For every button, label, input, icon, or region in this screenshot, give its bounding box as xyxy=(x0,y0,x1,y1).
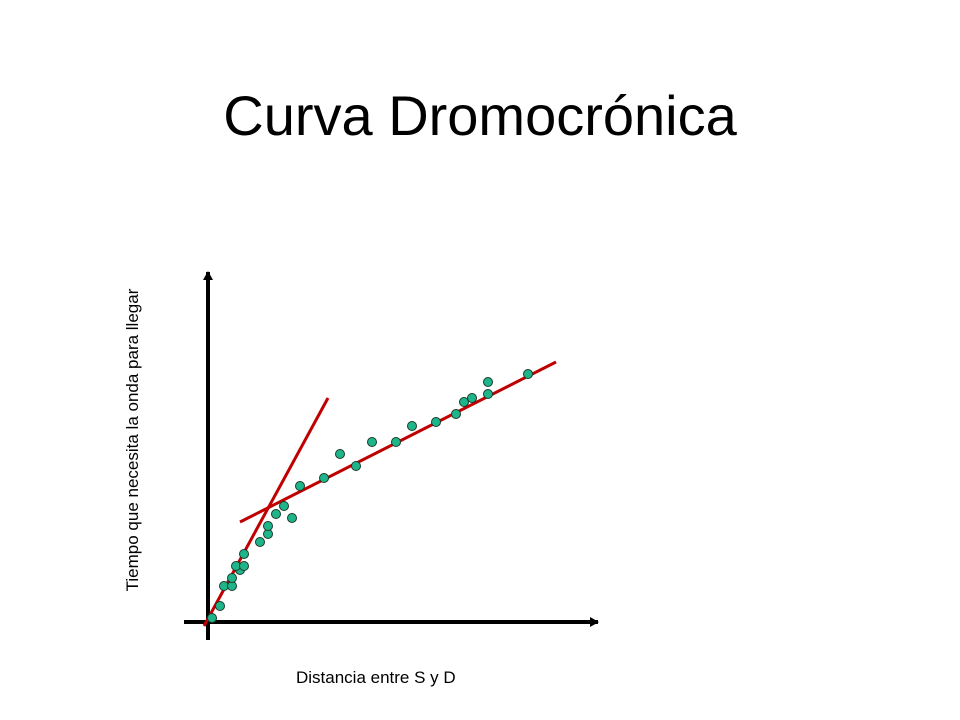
data-point xyxy=(295,481,305,491)
data-point xyxy=(351,461,361,471)
data-point xyxy=(523,369,533,379)
data-point xyxy=(467,393,477,403)
data-point xyxy=(215,601,225,611)
data-point xyxy=(287,513,297,523)
data-point xyxy=(239,549,249,559)
data-point xyxy=(407,421,417,431)
data-point xyxy=(335,449,345,459)
data-point xyxy=(255,537,265,547)
data-point xyxy=(459,397,469,407)
data-point xyxy=(367,437,377,447)
x-axis-label: Distancia entre S y D xyxy=(296,668,456,687)
data-point xyxy=(319,473,329,483)
data-point xyxy=(227,573,237,583)
data-point xyxy=(483,377,493,387)
data-point xyxy=(451,409,461,419)
data-point xyxy=(391,437,401,447)
fit-line-1 xyxy=(202,397,330,627)
data-point xyxy=(207,613,217,623)
data-point xyxy=(239,561,249,571)
slide-title: Curva Dromocrónica xyxy=(223,84,737,147)
y-axis-label: Tiempo que necesita la onda para llegar xyxy=(123,288,142,592)
data-point xyxy=(431,417,441,427)
data-point xyxy=(263,521,273,531)
data-point xyxy=(271,509,281,519)
data-point xyxy=(279,501,289,511)
data-point xyxy=(483,389,493,399)
